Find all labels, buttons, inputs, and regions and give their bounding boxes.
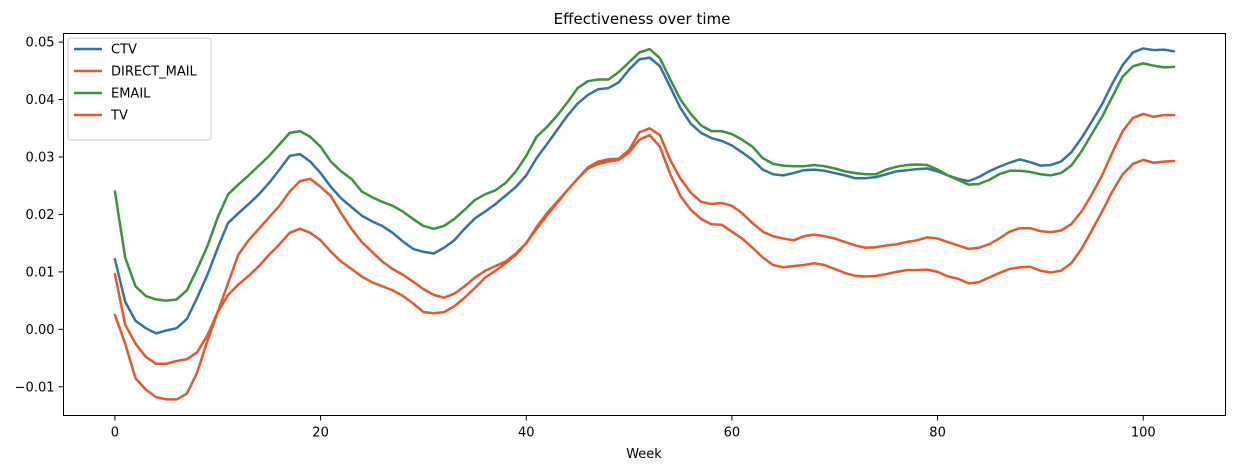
x-tick-label: 80 [929,426,946,441]
y-tick-label: 0.01 [26,265,55,280]
legend-label: DIRECT_MAIL [111,65,198,80]
x-tick-label: 20 [312,426,329,441]
chart-title: Effectiveness over time [554,10,731,28]
legend-label: TV [110,109,128,124]
legend-label: CTV [111,43,137,58]
plot-frame [63,33,1226,416]
y-tick-label: 0.02 [26,208,55,223]
series-line-tv [113,133,1176,401]
y-axis: −0.01 0.00 0.01 0.02 0.03 0.04 0.05 [15,36,64,395]
legend-label: EMAIL [111,87,151,102]
series-layer [113,47,1176,401]
x-axis: 0 20 40 60 80 100 [111,415,1156,441]
x-tick-label: 40 [518,426,535,441]
y-tick-label: 0.03 [26,151,55,166]
legend: CTV DIRECT_MAIL EMAIL TV [67,37,212,141]
y-tick-label: 0.00 [26,323,55,338]
x-tick-label: 60 [724,426,741,441]
x-tick-label: 0 [111,426,119,441]
series-line-email [113,47,1176,302]
y-tick-label: −0.01 [15,380,55,395]
series-line-ctv [113,47,1176,335]
legend-box [67,37,212,141]
series-line-direct-mail [113,112,1176,366]
y-tick-label: 0.04 [26,93,55,108]
x-tick-label: 100 [1131,426,1156,441]
x-axis-label: Week [626,447,662,462]
y-tick-label: 0.05 [26,36,55,51]
